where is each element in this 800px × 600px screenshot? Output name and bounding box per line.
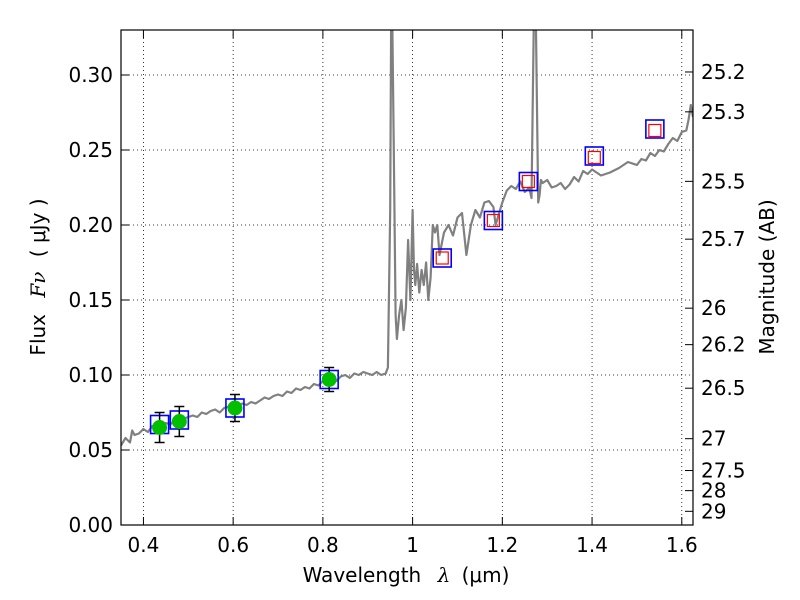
y2-tick-label: 27.5 <box>701 459 746 483</box>
photometry-point <box>171 414 187 429</box>
model-band-flux-marker <box>518 171 539 192</box>
upper-limit-marker <box>521 174 535 189</box>
y-axis-label-symbol: Fν <box>26 272 50 299</box>
y-tick-label: 0.05 <box>68 438 113 462</box>
y-tick-label: 0.15 <box>68 288 113 312</box>
y2-tick-label: 27 <box>701 427 726 451</box>
model-spectrum-line <box>121 30 693 447</box>
x-tick-label: 1.2 <box>486 533 518 557</box>
y-tick-label: 0.20 <box>68 213 113 237</box>
y2-axis-label: Magnitude (AB) <box>755 199 779 354</box>
model-band-flux-marker <box>584 146 605 166</box>
y2-tick-label: 25.2 <box>701 60 746 84</box>
x-tick-label: 0.6 <box>217 533 249 557</box>
x-axis-label-prefix: Wavelength <box>303 563 422 587</box>
y-axis-label-unit: ( μJy ) <box>26 198 50 257</box>
axis-ticks: 0.4 0.6 0.8 1 1.2 1.4 1.6 0.00 0.05 0.10 0.15 0.20 0… <box>68 30 746 557</box>
x-axis-label-unit: (μm) <box>462 563 510 587</box>
model-spectrum-layer <box>121 30 693 447</box>
x-axis-label: Wavelength λ (μm) <box>303 563 510 587</box>
y-tick-label: 0.00 <box>68 513 113 537</box>
y-tick-label: 0.25 <box>68 138 113 162</box>
x-tick-label: 0.4 <box>128 533 160 557</box>
plot-frame <box>120 29 694 526</box>
upper-limit-marker <box>486 213 500 228</box>
x-tick-label: 1.4 <box>576 533 608 557</box>
model-band-flux-marker <box>432 248 453 268</box>
photometry-point <box>321 372 337 387</box>
y2-tick-label: 26.5 <box>701 376 746 400</box>
y-tick-label: 0.10 <box>68 363 113 387</box>
upper-limit-marker <box>648 123 662 138</box>
upper-limit-marker <box>435 251 449 265</box>
y-axis-label: Flux Fν ( μJy ) <box>26 198 50 355</box>
x-axis-label-symbol: λ <box>437 563 451 587</box>
y2-tick-label: 26.2 <box>701 333 746 357</box>
y2-tick-label: 25.3 <box>701 100 746 124</box>
y2-tick-label: 25.7 <box>701 227 746 251</box>
upper-limit-marker <box>587 150 601 165</box>
photometry-point <box>227 400 243 416</box>
y2-tick-label: 26 <box>701 296 726 320</box>
y2-tick-label: 25.5 <box>701 169 746 193</box>
model-band-flux-marker <box>483 210 504 231</box>
y-axis-label-prefix: Flux <box>26 314 50 356</box>
model-band-flux-marker <box>645 119 665 139</box>
y2-tick-label: 29 <box>701 499 726 523</box>
x-tick-label: 1.6 <box>666 533 698 557</box>
y2-tick-label: 28 <box>701 479 726 503</box>
x-tick-label: 0.8 <box>307 533 339 557</box>
y-tick-label: 0.30 <box>68 63 113 87</box>
x-tick-label: 1 <box>406 533 419 557</box>
photometry-point <box>152 420 168 435</box>
data-points-layer <box>149 119 665 444</box>
